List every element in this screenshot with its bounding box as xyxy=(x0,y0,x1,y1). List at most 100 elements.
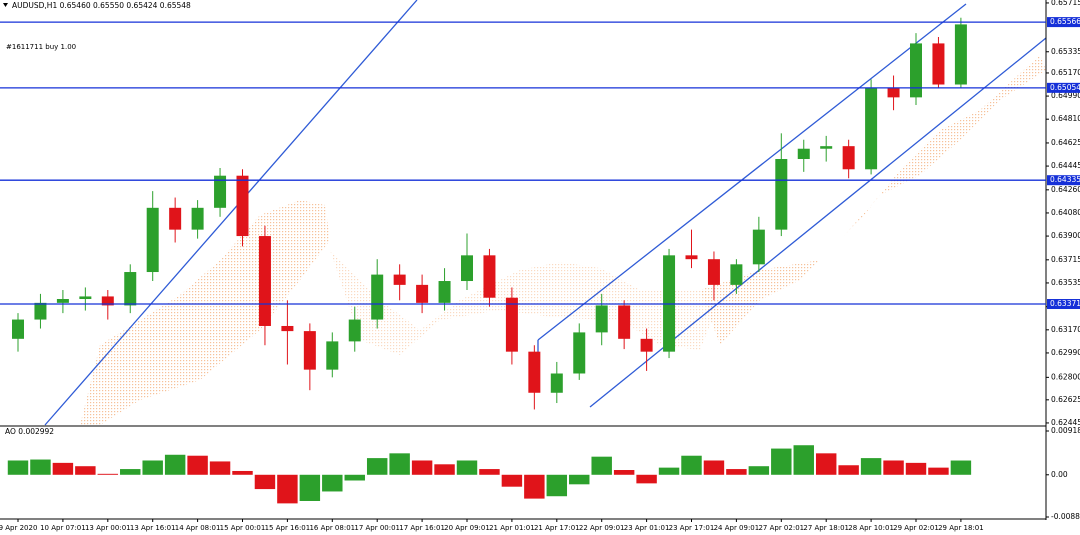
y-tick-label: 0.62625 xyxy=(1051,395,1080,404)
ao-bar xyxy=(7,460,29,475)
candle-body xyxy=(12,319,24,339)
y-tick-label: 0.64260 xyxy=(1051,185,1080,194)
candle-body xyxy=(258,236,271,326)
ao-bar xyxy=(524,474,545,499)
candle-body xyxy=(887,88,900,98)
title-arrow xyxy=(3,3,8,7)
candle-body xyxy=(393,274,406,285)
ao-bar xyxy=(52,462,74,475)
level-label-box xyxy=(1047,17,1080,28)
y-tick-label: 0.64625 xyxy=(1051,138,1080,147)
candle-body xyxy=(34,302,47,320)
candle-body xyxy=(618,305,631,339)
candle-body xyxy=(214,175,227,208)
ao-bar xyxy=(254,474,276,490)
y-tick-label: 0.64990 xyxy=(1051,91,1080,100)
x-tick-label: 17 Apr 16:01 xyxy=(399,524,445,532)
ao-bar xyxy=(658,467,680,475)
x-tick-label: 17 Apr 00:01 xyxy=(354,524,400,532)
candle-body xyxy=(483,255,496,298)
x-tick-label: 9 Apr 2020 xyxy=(0,524,37,532)
candle-body xyxy=(707,259,720,285)
y-tick-label: 0.00 xyxy=(1051,470,1068,479)
candle-body xyxy=(326,341,339,370)
ao-bar xyxy=(860,458,882,475)
candle-body xyxy=(348,319,361,342)
trend-line xyxy=(537,3,967,341)
x-tick-label: 13 Apr 00:01 xyxy=(85,524,131,532)
candle-body xyxy=(573,332,586,374)
ao-bar xyxy=(703,460,725,475)
candle-body xyxy=(303,331,316,370)
y-tick-label: 0.63715 xyxy=(1051,255,1080,264)
x-tick-label: 28 Apr 10:01 xyxy=(848,524,894,532)
level-label-box xyxy=(1047,82,1080,93)
x-tick-label: 13 Apr 16:01 xyxy=(130,524,176,532)
candle-body xyxy=(954,24,967,85)
ao-bar xyxy=(120,469,141,475)
candle-body xyxy=(528,351,541,393)
ao-bar xyxy=(30,459,51,475)
y-tick-label: 0.63900 xyxy=(1051,231,1080,240)
y-tick-label: 0.64810 xyxy=(1051,114,1080,123)
ao-bar xyxy=(299,474,321,501)
candle-body xyxy=(775,159,788,230)
candle-body xyxy=(124,272,137,306)
x-tick-label: 20 Apr 09:01 xyxy=(444,524,490,532)
x-tick-label: 14 Apr 08:01 xyxy=(175,524,221,532)
order-annotation: #1611711 buy 1.00 xyxy=(6,43,76,51)
x-tick-label: 27 Apr 02:01 xyxy=(758,524,804,532)
ao-bar xyxy=(322,474,343,492)
ao-bar xyxy=(748,466,770,475)
ao-bar xyxy=(726,469,747,475)
ao-bar xyxy=(771,448,792,475)
level-label-box xyxy=(1047,299,1080,310)
candle-body xyxy=(842,146,855,170)
candle-body xyxy=(820,146,833,149)
candle-body xyxy=(416,284,429,303)
candle-body xyxy=(461,255,473,282)
ao-bar xyxy=(883,460,904,475)
x-tick-label: 16 Apr 08:01 xyxy=(309,524,355,532)
x-tick-label: 21 Apr 17:01 xyxy=(534,524,580,532)
ao-bar xyxy=(434,464,455,475)
ao-bar xyxy=(389,453,410,475)
candle-body xyxy=(281,325,294,332)
ao-bar xyxy=(209,461,231,475)
candle-body xyxy=(550,373,563,393)
level-label: 0.65566 xyxy=(1050,17,1080,26)
x-tick-label: 10 Apr 07:01 xyxy=(40,524,86,532)
ao-bar xyxy=(591,456,612,475)
x-tick-label: 23 Apr 17:01 xyxy=(669,524,715,532)
y-tick-label: -0.008859 xyxy=(1051,512,1080,521)
candle-body xyxy=(79,296,92,300)
candle-body xyxy=(752,229,765,265)
ao-bar xyxy=(366,458,388,475)
y-tick-label: 0.62445 xyxy=(1051,418,1080,427)
ao-title: AO 0.002992 xyxy=(5,427,54,436)
level-label-box xyxy=(1047,175,1080,186)
y-tick-label: 0.64445 xyxy=(1051,161,1080,170)
candle-body xyxy=(236,175,249,237)
x-tick-label: 22 Apr 09:01 xyxy=(579,524,625,532)
ao-bar xyxy=(187,455,208,475)
ao-bar xyxy=(905,462,927,475)
candle-body xyxy=(932,43,945,85)
x-tick-label: 27 Apr 18:01 xyxy=(803,524,849,532)
cloud-area xyxy=(330,250,720,355)
candle-body xyxy=(169,207,182,230)
candle-body xyxy=(371,274,384,320)
x-tick-label: 21 Apr 01:01 xyxy=(489,524,535,532)
candle-body xyxy=(865,88,878,170)
y-tick-label: 0.63535 xyxy=(1051,278,1080,287)
x-tick-label: 29 Apr 18:01 xyxy=(938,524,984,532)
candle-body xyxy=(101,296,114,306)
ao-bar xyxy=(928,467,949,475)
ao-bar xyxy=(142,460,163,475)
x-tick-label: 23 Apr 01:01 xyxy=(624,524,670,532)
x-tick-label: 15 Apr 00:01 xyxy=(220,524,266,532)
y-tick-label: 0.65170 xyxy=(1051,68,1080,77)
ao-bar xyxy=(681,455,702,475)
ao-bar xyxy=(838,465,859,475)
ao-bar xyxy=(569,474,590,485)
